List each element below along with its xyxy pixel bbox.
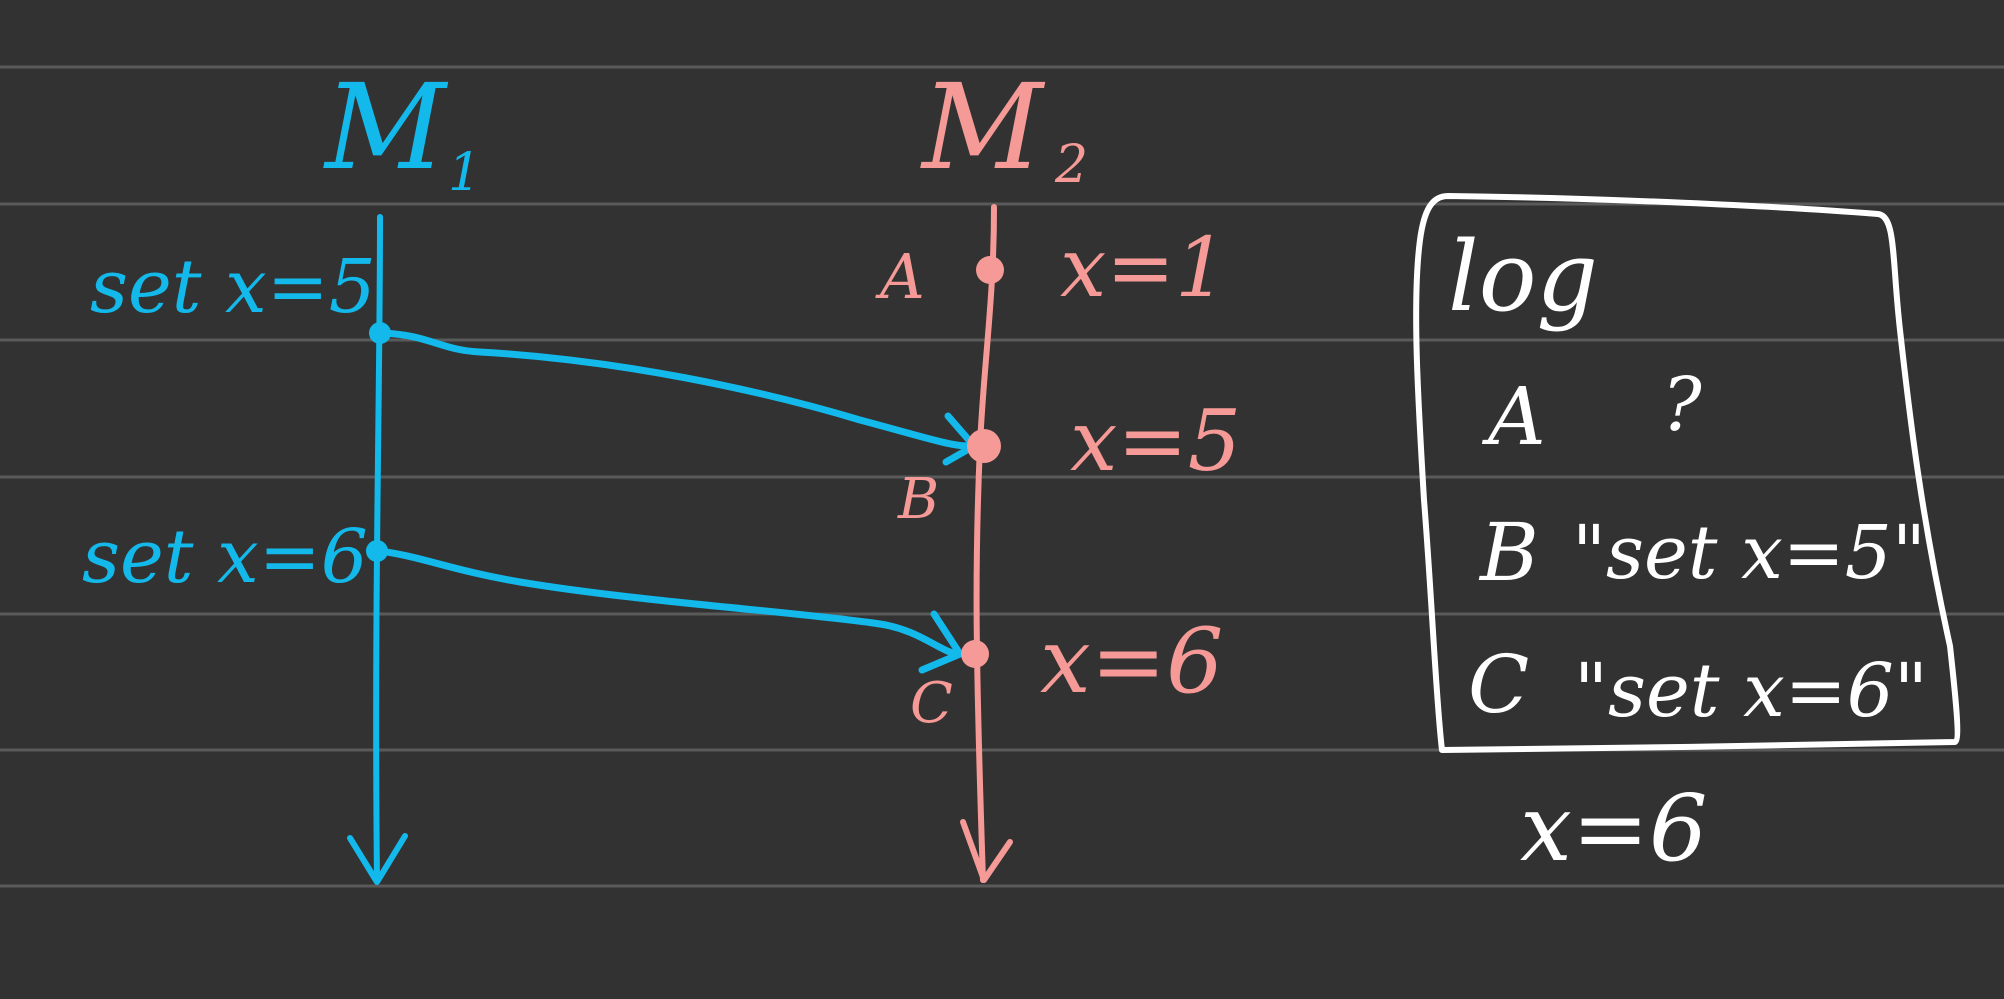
m2-title: M — [920, 58, 1046, 196]
m2-event-state: x=1 — [1060, 221, 1227, 316]
ruled-lines — [0, 65, 2004, 888]
log-result: x=6 — [1520, 775, 1708, 882]
message-arrowhead — [918, 610, 964, 674]
m2-event-id: B — [897, 467, 939, 532]
log-panel: log A ? B "set x=5" C "set x=6" x=6 — [1413, 193, 1961, 882]
message-arrow — [378, 329, 972, 450]
m2-subscript: 2 — [1054, 135, 1088, 195]
m1-event-label: set x=6 — [82, 514, 368, 600]
m1-timeline-arrowhead — [347, 833, 408, 885]
m2-timeline-arrowhead — [960, 819, 1013, 883]
m2-event-id: A — [875, 240, 925, 313]
m2-event-dot — [976, 256, 1004, 284]
m1-event-label: set x=5 — [90, 244, 376, 330]
log-title: log — [1448, 221, 1598, 333]
log-entry-id: B — [1478, 506, 1539, 599]
m2-event-dot — [961, 640, 989, 668]
log-box-outline — [1413, 193, 1961, 753]
message-arrow — [375, 547, 962, 658]
m2-timeline — [973, 204, 997, 883]
log-entry-value: "set x=5" — [1572, 510, 1926, 596]
machine-m1: M 1 set x=5 set x=6 — [82, 58, 481, 885]
log-entry-id: A — [1481, 370, 1546, 463]
log-entry-value: "set x=6" — [1574, 648, 1928, 734]
m2-event-state: x=5 — [1070, 392, 1241, 490]
m2-event-state: x=6 — [1040, 609, 1223, 714]
log-entry-value: ? — [1662, 362, 1703, 448]
m2-event-id: C — [910, 671, 953, 736]
m2-event-dot — [967, 429, 1001, 463]
m1-title: M — [323, 58, 449, 196]
m1-timeline — [373, 214, 383, 883]
log-entry-id: C — [1468, 638, 1529, 731]
machine-m2: M 2 A x=1 B x=5 C x=6 — [875, 58, 1241, 883]
messages — [375, 329, 978, 674]
m1-subscript: 1 — [448, 143, 481, 203]
